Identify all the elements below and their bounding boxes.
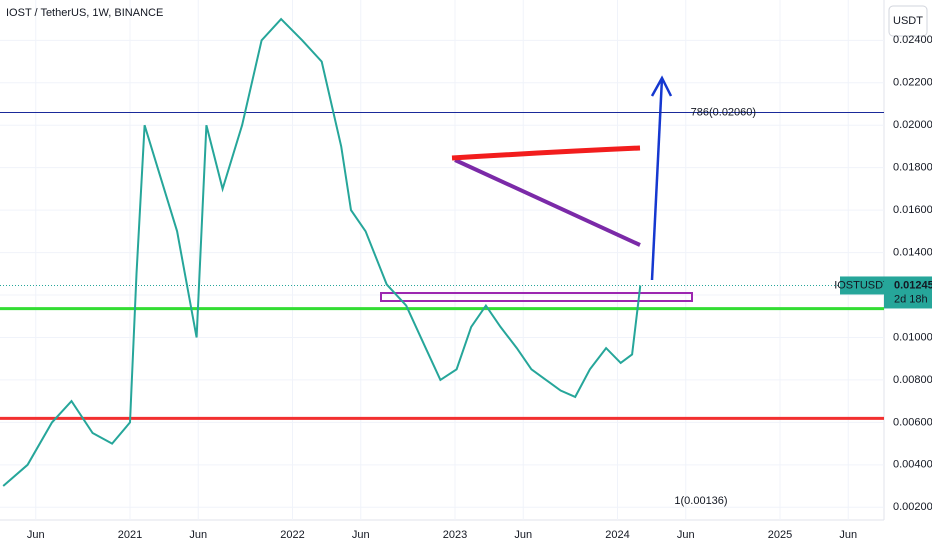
y-tick-label: 0.00400	[893, 459, 932, 471]
annotation: 1(0.00136)	[674, 495, 727, 507]
purple-box	[380, 292, 693, 302]
symbol-label: IOSTUSDT	[834, 279, 890, 291]
x-tick-label: Jun	[189, 529, 207, 541]
y-tick-label: 0.01600	[893, 204, 932, 216]
countdown-label: 2d 18h	[894, 293, 928, 305]
price-label: 0.01245	[894, 279, 932, 291]
currency-button[interactable]	[888, 5, 928, 37]
x-tick-label: Jun	[352, 529, 370, 541]
trend-line	[454, 158, 641, 247]
x-tick-label: Jun	[514, 529, 532, 541]
y-tick-label: 0.02400	[893, 34, 932, 46]
y-tick-label: 0.00600	[893, 416, 932, 428]
x-tick-label: Jun	[677, 529, 695, 541]
hand-curve	[451, 145, 641, 161]
price-tag	[884, 276, 932, 309]
y-tick-label: 0.01400	[893, 246, 932, 258]
drawings	[380, 75, 693, 302]
arrow	[650, 77, 664, 281]
symbol-tag	[840, 276, 884, 295]
chart-title: IOST / TetherUS, 1W, BINANCE	[6, 7, 163, 19]
x-tick-label: 2021	[118, 529, 142, 541]
price-line	[2, 17, 642, 487]
x-tick-label: 2025	[768, 529, 792, 541]
plot	[0, 0, 884, 520]
y-tick-label: 0.02000	[893, 119, 932, 131]
x-tick-label: 2023	[443, 529, 467, 541]
y-tick-label: 0.01000	[893, 331, 932, 343]
y-tick-label: 0.02200	[893, 77, 932, 89]
annotation: 786(0.02060)	[691, 106, 756, 118]
arrow-head	[650, 75, 673, 97]
y-tick-label: 0.00200	[893, 501, 932, 513]
y-tick-label: 0.00800	[893, 374, 932, 386]
x-tick-label: Jun	[27, 529, 45, 541]
y-tick-label: 0.01800	[893, 162, 932, 174]
currency-label: USDT	[893, 15, 923, 27]
x-tick-label: 2024	[605, 529, 629, 541]
x-tick-label: 2022	[280, 529, 304, 541]
x-tick-label: Jun	[839, 529, 857, 541]
